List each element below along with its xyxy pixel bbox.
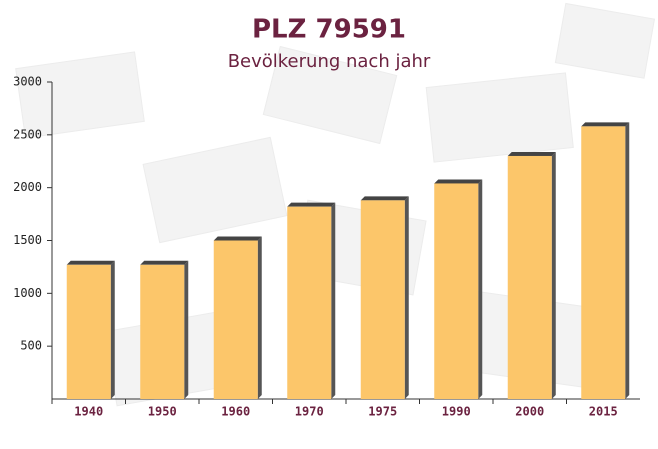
- bar: [66, 264, 111, 399]
- x-tick-label: 1950: [148, 405, 177, 419]
- bar-top: [213, 236, 262, 241]
- bar: [360, 200, 405, 399]
- y-tick-label: 1500: [13, 233, 42, 247]
- bar-top: [507, 151, 556, 156]
- bar-side: [551, 151, 556, 399]
- x-tick-label: 2015: [589, 405, 618, 419]
- y-tick-label: 2000: [13, 180, 42, 194]
- bar-side: [404, 196, 409, 399]
- bar-side: [184, 260, 189, 399]
- bar-side: [331, 202, 336, 399]
- x-tick-label: 1960: [221, 405, 250, 419]
- chart-title: PLZ 79591: [252, 15, 406, 45]
- y-tick-label: 500: [20, 339, 42, 353]
- bar: [434, 183, 479, 399]
- y-tick-label: 3000: [13, 75, 42, 89]
- bar-side: [478, 179, 483, 399]
- bar-side: [257, 236, 262, 399]
- bar: [287, 206, 332, 399]
- bar-top: [66, 260, 115, 265]
- bar-side: [625, 122, 630, 399]
- x-tick-label: 1975: [368, 405, 397, 419]
- chart-subtitle: Bevölkerung nach jahr: [228, 51, 431, 72]
- bar-top: [287, 202, 336, 207]
- bar-top: [360, 196, 409, 201]
- x-tick-label: 1990: [442, 405, 471, 419]
- bar-top: [140, 260, 189, 265]
- bar: [213, 240, 258, 399]
- bar: [581, 126, 626, 399]
- bar-side: [110, 260, 115, 399]
- x-tick-label: 2000: [515, 405, 544, 419]
- x-tick-label: 1970: [295, 405, 324, 419]
- y-tick-label: 2500: [13, 127, 42, 141]
- bar-top: [434, 179, 483, 184]
- background-pattern: [15, 2, 656, 407]
- bar: [140, 264, 185, 399]
- x-tick-label: 1940: [74, 405, 103, 419]
- y-tick-label: 1000: [13, 286, 42, 300]
- bar: [507, 155, 552, 399]
- bar-top: [581, 122, 630, 127]
